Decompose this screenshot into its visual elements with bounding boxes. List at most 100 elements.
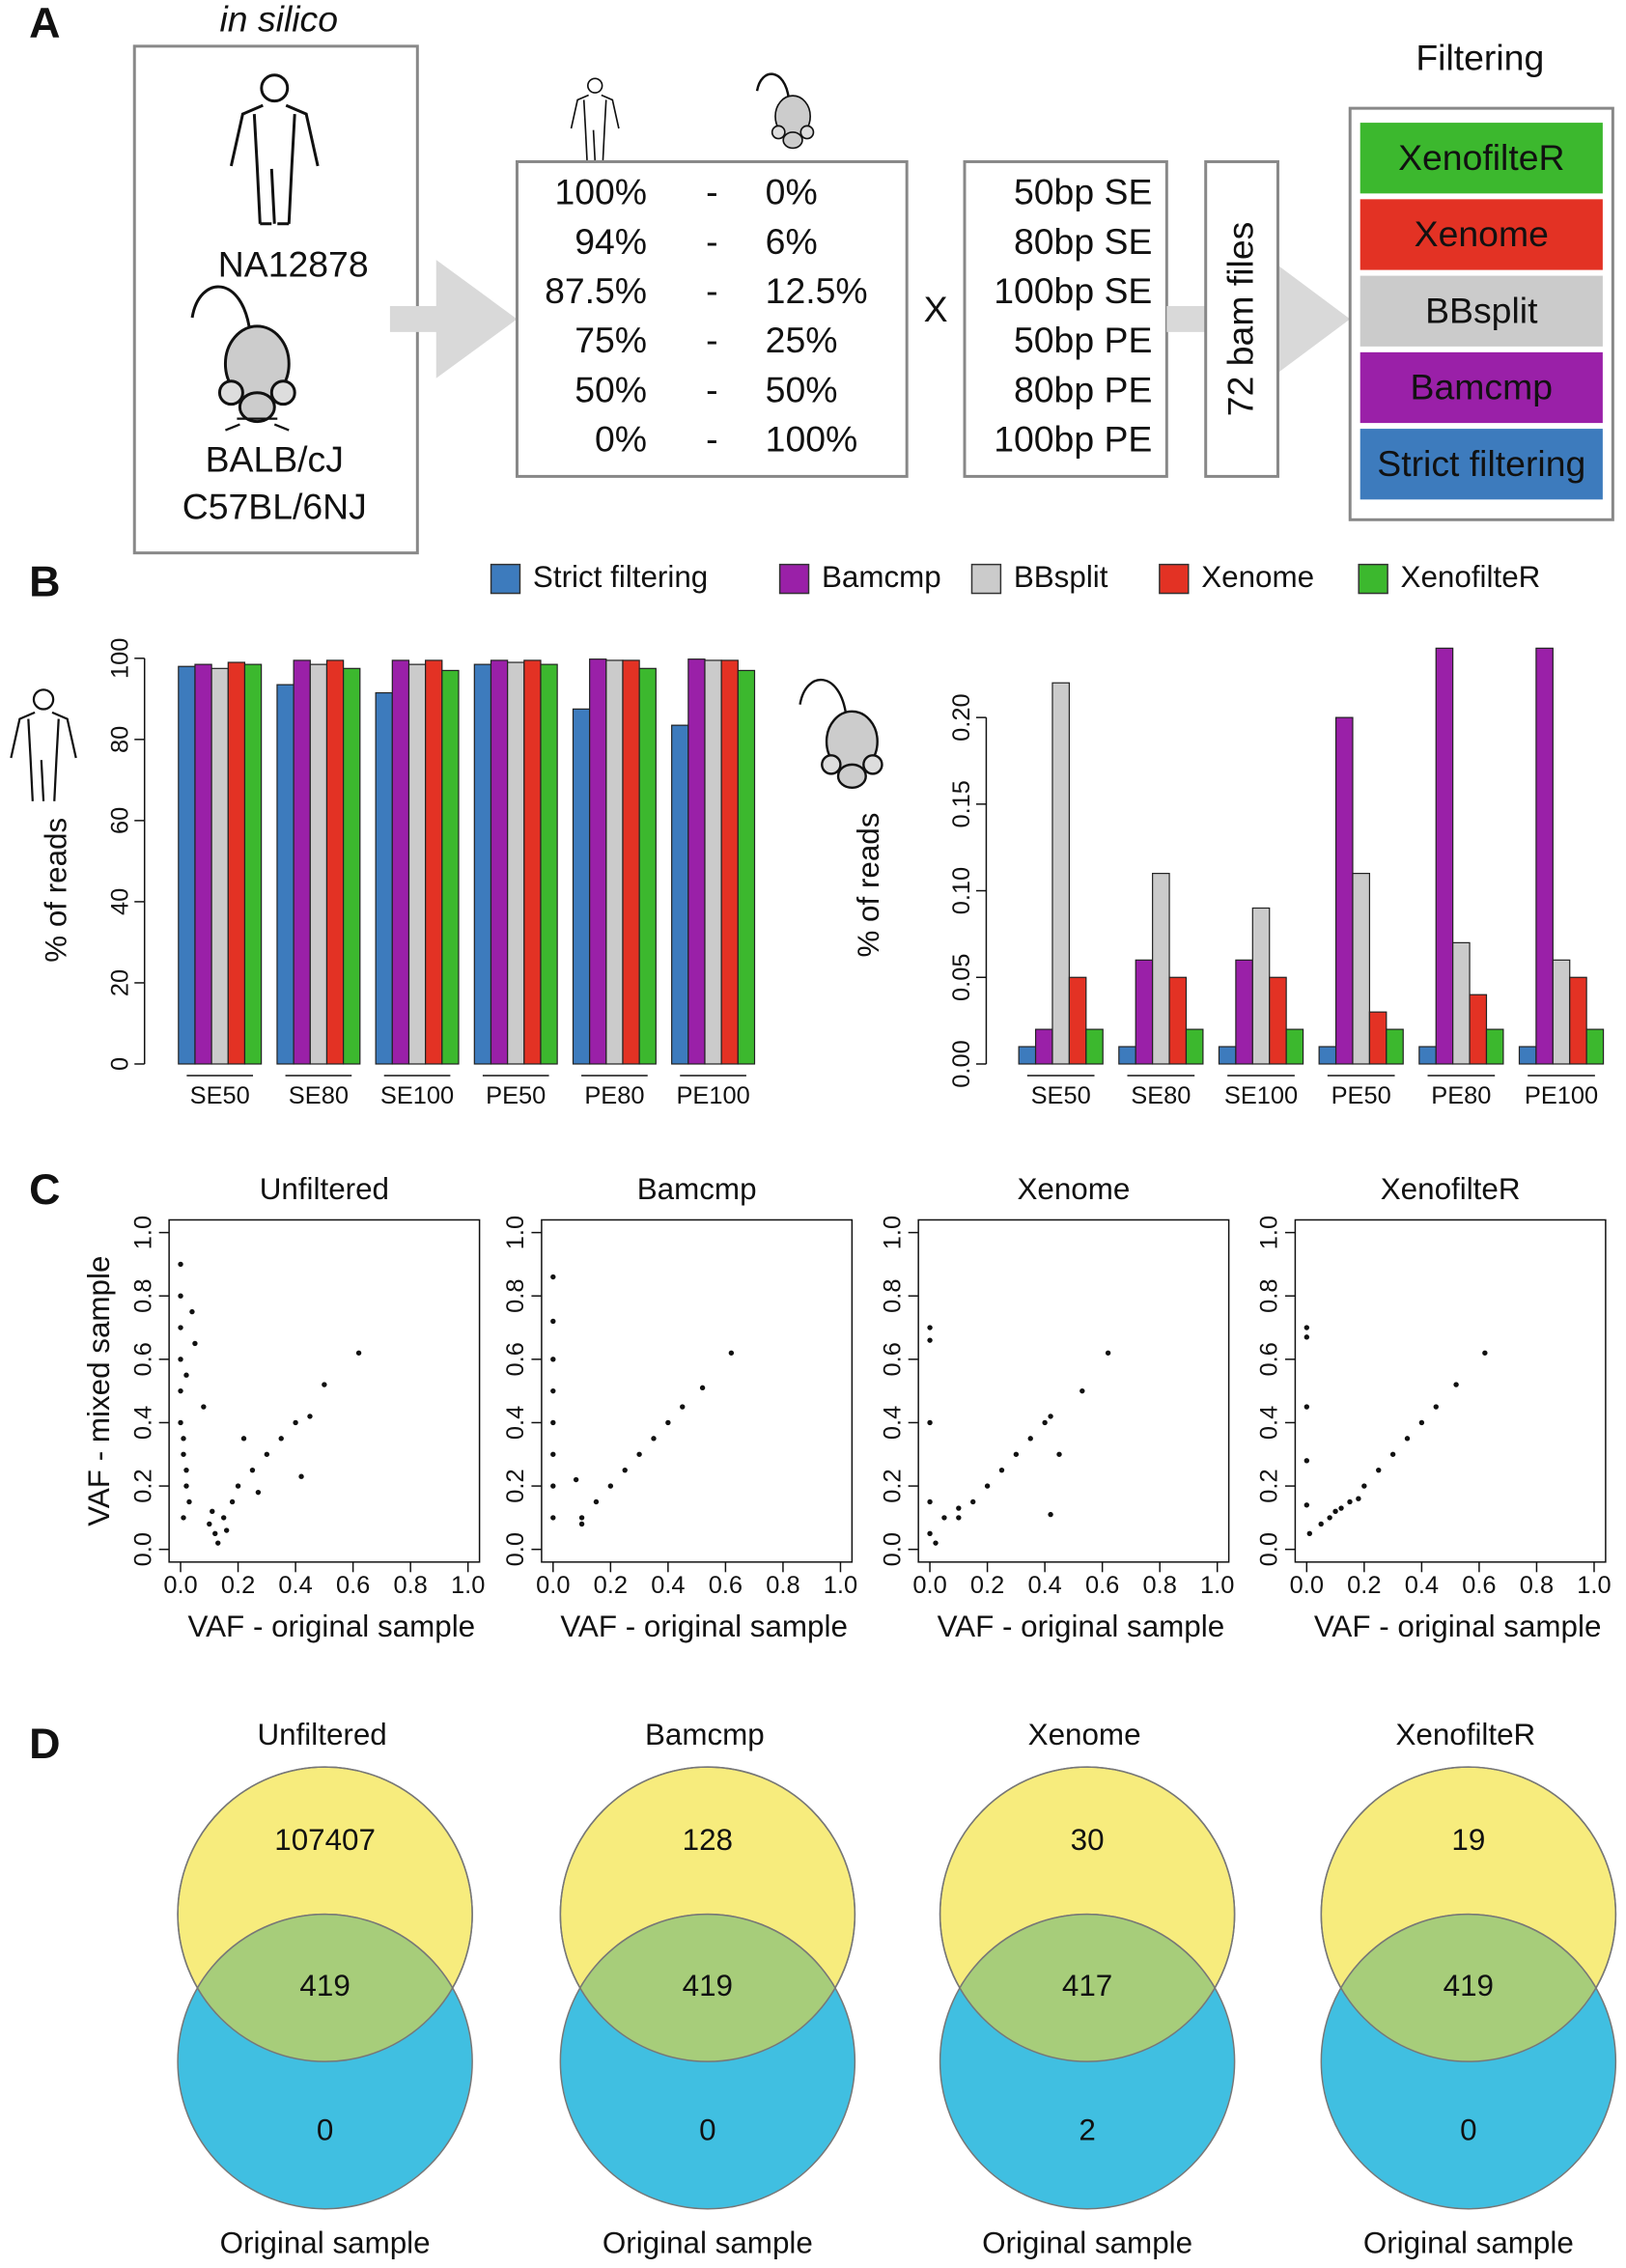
source-box xyxy=(132,44,419,555)
bar xyxy=(490,659,509,1065)
point xyxy=(550,1483,556,1489)
bar xyxy=(1334,716,1354,1065)
point xyxy=(235,1483,241,1489)
x-tick-label: 0.4 xyxy=(1027,1572,1061,1599)
x-tick-label: SE100 xyxy=(380,1082,454,1109)
panel-label: D xyxy=(29,1719,60,1768)
y-tick-label: 80 xyxy=(107,726,134,753)
human-share: 100% xyxy=(554,172,647,212)
x-tick-label: 0.0 xyxy=(536,1572,570,1599)
plot-frame xyxy=(168,1218,481,1563)
legend-label: BBsplit xyxy=(1014,560,1108,594)
point xyxy=(550,1515,556,1521)
point xyxy=(1304,1325,1310,1330)
y-tick-label: 1.0 xyxy=(1256,1216,1283,1249)
bar xyxy=(523,659,542,1065)
y-tick-label: 40 xyxy=(107,888,134,915)
point xyxy=(699,1385,706,1391)
x-tick-label: 0.8 xyxy=(766,1572,799,1599)
y-tick-label: 0 xyxy=(107,1057,134,1071)
point xyxy=(1318,1521,1324,1527)
bar xyxy=(325,659,345,1065)
method-name: BBsplit xyxy=(1425,290,1538,330)
y-tick-label: 0.2 xyxy=(502,1469,529,1502)
point xyxy=(1327,1515,1332,1521)
x-tick-label: SE80 xyxy=(1131,1082,1191,1109)
bar xyxy=(1435,647,1454,1065)
legend-swatch xyxy=(970,563,1002,595)
icon-part xyxy=(10,711,77,801)
human-share: 0% xyxy=(595,418,647,459)
point xyxy=(1418,1419,1425,1426)
point xyxy=(298,1473,304,1479)
point xyxy=(622,1467,628,1473)
x-tick-label: SE50 xyxy=(190,1082,250,1109)
point xyxy=(956,1505,962,1511)
point xyxy=(293,1419,298,1426)
plot-title: Unfiltered xyxy=(260,1172,389,1206)
mouse-share: 100% xyxy=(766,418,858,459)
x-tick-label: 1.0 xyxy=(1577,1572,1611,1599)
top-outline xyxy=(939,1766,1236,2062)
x-tick-label: SE80 xyxy=(289,1082,349,1109)
point xyxy=(933,1540,939,1546)
point xyxy=(1306,1530,1312,1536)
read-type: 50bp SE xyxy=(1014,172,1152,212)
point xyxy=(1048,1511,1053,1518)
bar xyxy=(243,663,263,1065)
bar xyxy=(1552,959,1571,1065)
point xyxy=(1433,1404,1439,1410)
mouse-share: 50% xyxy=(766,369,838,409)
bar xyxy=(1152,873,1170,1065)
point xyxy=(178,1387,183,1394)
icon-part xyxy=(799,678,848,716)
point xyxy=(550,1387,556,1394)
point xyxy=(215,1540,221,1546)
y-tick-label: 1.0 xyxy=(502,1216,529,1249)
point xyxy=(183,1483,189,1489)
method-band xyxy=(1360,429,1603,500)
point xyxy=(220,1515,227,1521)
bar xyxy=(1135,959,1154,1065)
point xyxy=(927,1325,933,1330)
venn-title: XenofilteR xyxy=(1395,1718,1535,1751)
venn-title: Unfiltered xyxy=(257,1718,386,1751)
bar xyxy=(1185,1028,1204,1065)
x-tick-label: 0.4 xyxy=(278,1572,312,1599)
top-outline xyxy=(559,1766,856,2062)
point xyxy=(665,1419,671,1426)
x-tick-label: 0.8 xyxy=(1143,1572,1177,1599)
point xyxy=(355,1350,362,1356)
bar xyxy=(1452,941,1471,1065)
y-tick-label: 0.20 xyxy=(948,693,975,741)
point xyxy=(1332,1508,1338,1515)
y-tick-label: 0.4 xyxy=(1256,1406,1283,1440)
bar xyxy=(1034,1028,1053,1065)
y-tick-label: 0.0 xyxy=(502,1532,529,1566)
point xyxy=(1048,1414,1053,1419)
read-type: 80bp SE xyxy=(1014,221,1152,262)
method-band xyxy=(1360,275,1603,347)
y-tick-label: 0.4 xyxy=(502,1406,529,1440)
venn-count: 30 xyxy=(1071,1823,1105,1857)
bar xyxy=(1051,682,1070,1065)
icon-part xyxy=(862,754,883,775)
y-tick-label: 0.2 xyxy=(129,1469,156,1502)
bar xyxy=(293,659,311,1065)
y-tick-label: 0.4 xyxy=(129,1406,156,1440)
bar xyxy=(1469,994,1488,1065)
method-name: Strict filtering xyxy=(1377,443,1585,484)
bar xyxy=(687,658,706,1065)
point xyxy=(1453,1382,1459,1387)
x-tick-label: 0.6 xyxy=(336,1572,370,1599)
point xyxy=(1304,1502,1310,1508)
method-band xyxy=(1360,199,1603,270)
point xyxy=(1338,1505,1344,1511)
point xyxy=(264,1451,270,1457)
point xyxy=(207,1521,212,1527)
venn-count: 419 xyxy=(683,1969,733,2002)
x-tick-label: 0.2 xyxy=(594,1572,628,1599)
venn-count: 417 xyxy=(1062,1969,1112,2002)
x-tick-label: 0.8 xyxy=(394,1572,428,1599)
